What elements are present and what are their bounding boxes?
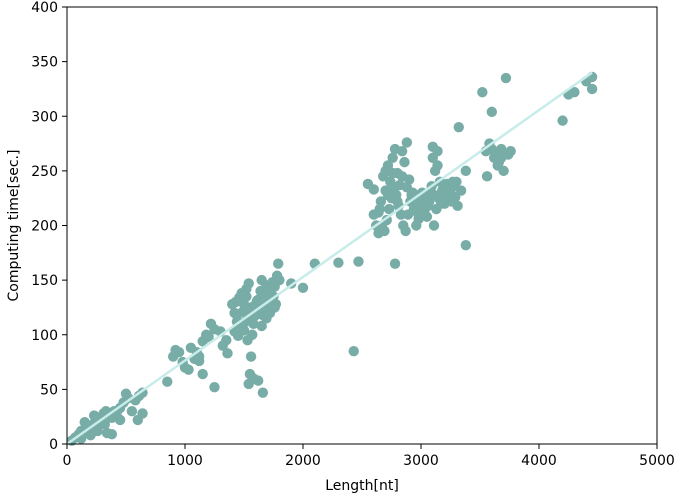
data-point: [126, 406, 138, 417]
data-point: [492, 160, 503, 171]
data-point: [333, 257, 344, 268]
y-tick-label: 50: [40, 382, 58, 398]
data-point: [460, 239, 472, 251]
data-point: [252, 375, 264, 386]
data-point: [505, 146, 516, 157]
data-point: [368, 184, 379, 195]
y-tick-label: 100: [31, 328, 58, 344]
data-point: [137, 408, 148, 419]
x-tick-label: 2000: [285, 453, 321, 469]
x-tick-label: 1000: [167, 453, 203, 469]
data-point: [242, 335, 253, 346]
data-point: [396, 171, 408, 182]
data-point: [261, 313, 272, 324]
data-point: [481, 171, 493, 182]
data-point: [382, 189, 394, 201]
data-point: [264, 288, 276, 299]
data-point: [375, 196, 387, 207]
data-point: [231, 309, 243, 321]
data-point: [257, 387, 269, 398]
data-point: [389, 258, 401, 269]
data-point: [173, 347, 185, 358]
data-point: [379, 225, 390, 237]
data-point: [447, 176, 459, 187]
data-point: [399, 156, 410, 168]
data-point: [183, 364, 194, 375]
data-point: [241, 291, 252, 302]
data-point: [197, 368, 208, 380]
data-point: [500, 72, 512, 84]
plot-content: [66, 71, 598, 446]
x-tick-label: 4000: [521, 453, 557, 469]
data-point: [353, 256, 364, 267]
data-point: [387, 167, 398, 179]
y-tick-label: 300: [31, 109, 58, 125]
y-tick-label: 350: [31, 55, 58, 71]
data-point: [432, 160, 443, 171]
data-point: [452, 200, 463, 212]
data-point: [348, 345, 359, 357]
data-point: [99, 419, 110, 430]
data-point: [453, 121, 464, 133]
data-point: [428, 220, 440, 231]
data-point: [243, 278, 254, 289]
data-point: [88, 410, 100, 421]
data-point: [245, 351, 257, 362]
data-point: [203, 331, 214, 343]
x-tick-label: 0: [63, 453, 72, 469]
data-point: [586, 83, 598, 95]
data-point: [209, 381, 220, 393]
data-point: [450, 191, 461, 203]
data-point: [402, 209, 414, 220]
axes: 0 1000 2000 3000 4000 5000 0 50 100 150 200 250 300 3…: [31, 0, 675, 469]
data-point: [256, 274, 267, 286]
data-point: [273, 258, 284, 269]
data-point: [373, 207, 384, 218]
data-point: [256, 320, 267, 332]
plot-frame: [66, 6, 658, 445]
y-tick-label: 400: [31, 0, 58, 16]
y-tick-label: 250: [31, 164, 58, 180]
data-point: [230, 296, 241, 308]
y-axis-label: Computing time[sec.]: [6, 150, 22, 302]
data-point: [401, 182, 413, 193]
data-point: [162, 376, 173, 387]
data-point: [193, 351, 205, 362]
data-point: [421, 211, 433, 222]
data-point: [383, 203, 395, 215]
data-point: [92, 425, 103, 437]
data-point: [439, 198, 450, 209]
data-point: [106, 428, 118, 440]
data-point: [222, 348, 233, 359]
data-point: [274, 274, 285, 286]
data-point: [79, 416, 90, 428]
data-point: [460, 165, 472, 177]
y-tick-label: 150: [31, 273, 58, 289]
data-point: [229, 326, 240, 337]
data-point: [477, 87, 488, 98]
data-point: [387, 152, 398, 163]
data-point: [221, 335, 232, 346]
data-point: [392, 196, 403, 207]
data-point: [569, 87, 580, 98]
data-point: [248, 318, 259, 330]
data-point: [400, 225, 411, 237]
x-axis-label: Length[nt]: [325, 478, 399, 494]
data-point: [114, 414, 126, 426]
data-point: [269, 302, 280, 313]
data-point: [297, 282, 309, 293]
y-tick-label: 200: [31, 219, 58, 235]
data-point: [243, 378, 254, 390]
fit-line: [66, 71, 593, 446]
data-point: [496, 143, 507, 155]
x-tick-label: 5000: [639, 453, 675, 469]
data-point: [557, 115, 568, 126]
data-point: [486, 106, 497, 118]
data-point: [396, 146, 408, 157]
y-tick-label: 0: [49, 437, 58, 453]
data-point: [432, 146, 443, 157]
x-tick-label: 3000: [403, 453, 439, 469]
data-point: [401, 137, 413, 148]
